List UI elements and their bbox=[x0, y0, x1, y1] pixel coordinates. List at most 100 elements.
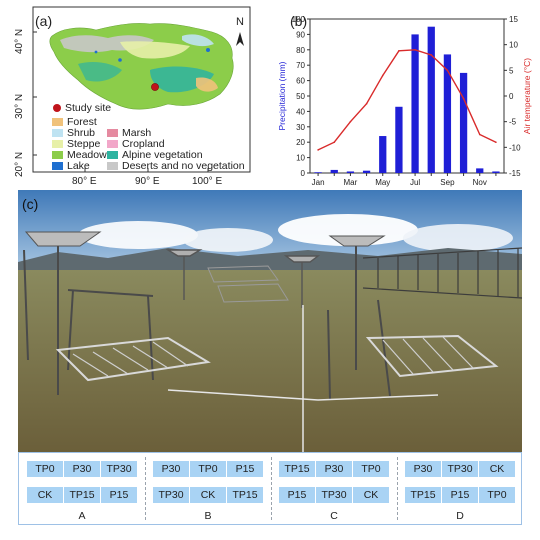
legend-entry: Study site bbox=[52, 102, 111, 114]
legend-entry: Lake bbox=[52, 160, 90, 172]
legend-entry: Cropland bbox=[107, 138, 165, 150]
legend-swatch bbox=[107, 140, 118, 149]
temperature-point bbox=[333, 141, 336, 143]
legend-label: Lake bbox=[67, 160, 90, 172]
legend-swatch bbox=[52, 129, 63, 138]
precipitation-bar bbox=[314, 172, 322, 173]
x-axis-tick-label: Sep bbox=[440, 178, 455, 187]
right-axis-tick-label: -5 bbox=[509, 118, 517, 127]
left-axis-tick-label: 0 bbox=[301, 169, 306, 178]
temperature-point bbox=[349, 120, 352, 123]
legend-label: Cropland bbox=[122, 138, 165, 150]
x-axis-tick-label: Jul bbox=[410, 178, 420, 187]
latitude-tick-label: 20° N bbox=[14, 151, 25, 177]
legend-entry: Steppe bbox=[52, 138, 100, 150]
temperature-point bbox=[446, 69, 449, 72]
left-axis-tick-label: 100 bbox=[292, 15, 306, 24]
block-b: P30 TP0 P15 TP30 CK TP15 B bbox=[145, 453, 271, 524]
temperature-point bbox=[462, 97, 465, 100]
north-label: N bbox=[236, 16, 244, 28]
plot-cell: P15 bbox=[279, 487, 315, 503]
longitude-tick-label: 90° E bbox=[135, 176, 160, 187]
left-axis-tick-label: 10 bbox=[296, 154, 305, 163]
plot-cell: TP30 bbox=[101, 461, 137, 477]
legend-swatch bbox=[107, 162, 118, 171]
block-divider bbox=[145, 457, 146, 520]
plot-cell: CK bbox=[27, 487, 63, 503]
legend-label: Marsh bbox=[122, 127, 152, 139]
temperature-point bbox=[381, 74, 384, 77]
legend-label: Shrub bbox=[67, 127, 96, 139]
temperature-point bbox=[398, 50, 400, 52]
plot-cell: CK bbox=[190, 487, 226, 503]
longitude-tick-label: 80° E bbox=[72, 176, 97, 187]
left-axis-tick-label: 40 bbox=[296, 107, 305, 116]
block-label: C bbox=[330, 510, 338, 522]
plot-cell: TP15 bbox=[405, 487, 441, 503]
plot-cell: P30 bbox=[153, 461, 189, 477]
plot-cell: TP0 bbox=[27, 461, 63, 477]
legend-label: Forest bbox=[67, 116, 97, 128]
temperature-point bbox=[478, 133, 481, 136]
block-label: D bbox=[456, 510, 464, 522]
legend-swatch bbox=[107, 129, 118, 138]
legend-label: Alpine vegetation bbox=[122, 149, 203, 161]
right-axis-tick-label: -10 bbox=[509, 143, 521, 152]
climate-chart: 0 10 20 30 40 50 60 70 80 90 100 -15 -10 -5 0 5 10 15 Jan M… bbox=[277, 15, 532, 187]
legend-swatch bbox=[52, 118, 63, 127]
temperature-point bbox=[414, 49, 416, 51]
field-experiment-photo: (c) bbox=[18, 190, 522, 452]
plot-cell: TP15 bbox=[64, 487, 100, 503]
latitude-tick-label: 30° N bbox=[14, 93, 25, 119]
precipitation-bar bbox=[427, 26, 435, 174]
precipitation-bar bbox=[411, 34, 419, 174]
map-panel-label: (a) bbox=[35, 13, 53, 29]
map-panel: (a) N 40° N 30° N 20° N 80° E 90° E 100° E S… bbox=[0, 0, 270, 190]
temperature-point bbox=[365, 102, 368, 105]
plot-cell: CK bbox=[353, 487, 389, 503]
plot-cell: P15 bbox=[101, 487, 137, 503]
plot-cell: TP0 bbox=[479, 487, 515, 503]
x-axis-tick-label: May bbox=[375, 178, 390, 187]
block-divider bbox=[397, 457, 398, 520]
plot-cell: P30 bbox=[405, 461, 441, 477]
legend-label: Deserts and no vegetation bbox=[122, 160, 245, 172]
block-label: B bbox=[204, 510, 212, 522]
legend-entry: Alpine vegetation bbox=[107, 149, 203, 161]
right-axis-tick-label: 5 bbox=[509, 66, 514, 75]
precipitation-bar bbox=[476, 168, 484, 173]
legend-swatch bbox=[52, 162, 63, 171]
right-axis-tick-label: 10 bbox=[509, 41, 518, 50]
latitude-tick-label: 40° N bbox=[14, 28, 25, 54]
precipitation-bar bbox=[443, 54, 452, 173]
temperature-point bbox=[317, 149, 319, 151]
plot-cell: P15 bbox=[442, 487, 478, 503]
precipitation-bar bbox=[330, 169, 338, 173]
temperature-line bbox=[317, 49, 497, 151]
x-axis-tick-label: Nov bbox=[473, 178, 487, 187]
precipitation-bar bbox=[492, 171, 500, 173]
left-axis-tick-label: 20 bbox=[296, 138, 305, 147]
x-axis-tick-label: Mar bbox=[344, 178, 358, 187]
field-photo-illustration bbox=[18, 190, 522, 452]
photo-panel-label: (c) bbox=[22, 196, 39, 212]
plot-cell: TP0 bbox=[190, 461, 226, 477]
block-divider bbox=[271, 457, 272, 520]
legend-swatch bbox=[107, 151, 118, 160]
left-axis-tick-label: 50 bbox=[296, 92, 305, 101]
longitude-tick-label: 100° E bbox=[192, 176, 223, 187]
precipitation-bar bbox=[362, 170, 371, 173]
legend-swatch bbox=[52, 140, 63, 149]
legend-entry: Forest bbox=[52, 116, 97, 128]
plot-cell: TP0 bbox=[353, 461, 389, 477]
plot-cell: TP30 bbox=[316, 487, 352, 503]
temperature-point bbox=[495, 141, 497, 143]
legend-swatch bbox=[53, 104, 61, 113]
legend-entry: Deserts and no vegetation bbox=[107, 160, 245, 172]
block-label: A bbox=[78, 510, 86, 522]
left-axis-tick-label: 60 bbox=[296, 77, 305, 86]
block-d: P30 TP30 CK TP15 P15 TP0 D bbox=[397, 453, 523, 524]
right-axis-title: Air temperature (°C) bbox=[522, 58, 532, 134]
right-axis-tick-label: -15 bbox=[509, 169, 521, 178]
legend-entry: Meadow bbox=[52, 149, 107, 161]
